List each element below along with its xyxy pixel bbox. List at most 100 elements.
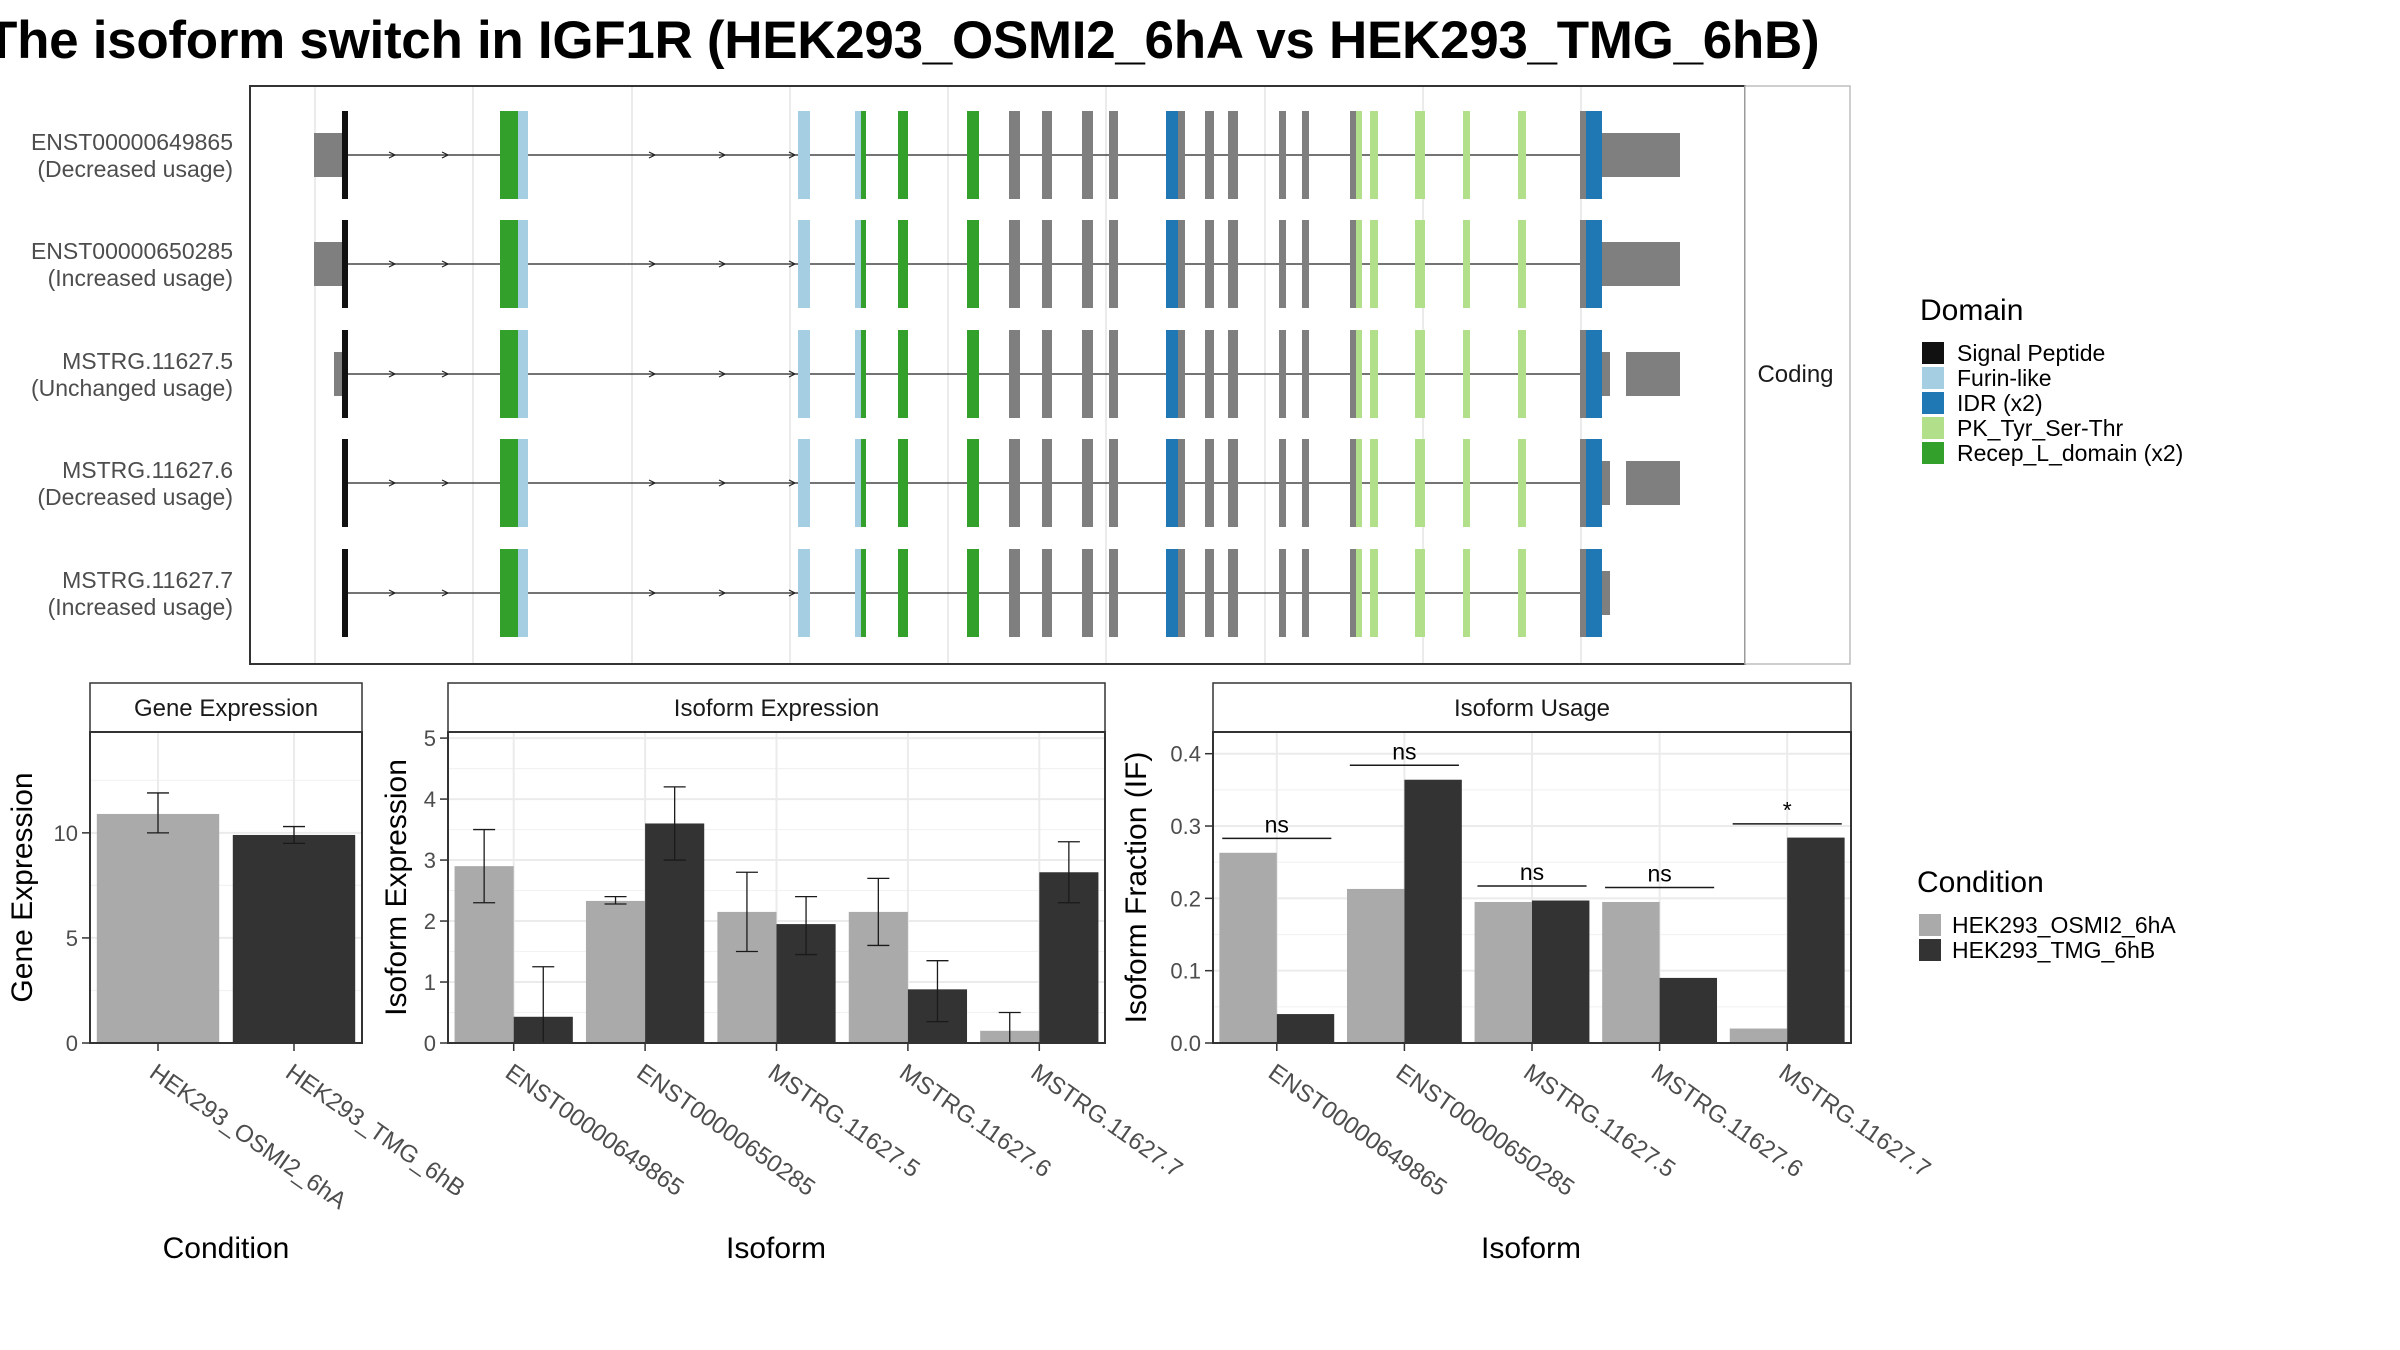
bar [585,900,646,1043]
panel-strip [89,682,363,733]
exon-block [1518,220,1526,308]
exon-block [1178,220,1185,308]
exon-block [1356,111,1362,199]
isoform-usage-label: (Unchanged usage) [31,375,233,401]
exon-block [898,330,908,418]
exon-block [1518,439,1526,527]
exon-block [1370,111,1378,199]
exon-block [1042,330,1052,418]
exon-block [855,111,861,199]
bar-panel: Isoform Expression012345ENST00000649865E… [380,682,1187,1265]
exon-block [798,220,810,308]
exon-block [1228,439,1238,527]
y-tick-label: 2 [424,909,436,934]
exon-block [1415,330,1425,418]
exon-block [500,330,518,418]
isoform-track: ENST00000649865(Decreased usage) [31,111,1680,199]
signal-peptide-exon [342,111,348,199]
bar [1276,1014,1335,1043]
y-tick-label: 3 [424,848,436,873]
panel-border [89,731,363,1044]
direction-arrow-icon [648,370,657,378]
domain-legend-title: Domain [1920,294,2023,327]
exon-block [1463,111,1470,199]
utr3-block [1602,242,1680,286]
exon-block [898,439,908,527]
direction-arrow-icon [648,260,657,268]
exon-block [1415,220,1425,308]
exon-block [518,330,528,418]
direction-arrow-icon [388,589,397,597]
exon-block [1580,549,1586,637]
exon-block [1205,549,1214,637]
exon-block [1350,330,1356,418]
direction-arrow-icon [648,479,657,487]
exon-block [1370,330,1378,418]
utr5-block [314,133,342,177]
exon-block [798,439,810,527]
domain-legend-item: Furin-like [1922,365,2052,391]
legend-key [1919,914,1941,936]
domain-legend-item: Recep_L_domain (x2) [1922,440,2183,466]
exon-block [898,549,908,637]
signal-peptide-exon [342,439,348,527]
exon-block [1166,549,1178,637]
exon-block [1580,439,1586,527]
condition-legend-item: HEK293_OSMI2_6hA [1919,912,2176,938]
exon-block [518,549,528,637]
y-tick-label: 0.0 [1170,1031,1201,1056]
legend-key [1922,367,1944,389]
signal-peptide-exon [342,220,348,308]
exon-block [855,220,861,308]
y-tick-label: 1 [424,970,436,995]
x-axis-title: Isoform [726,1232,826,1265]
y-tick-label: 0.1 [1170,959,1201,984]
y-tick-label: 5 [424,726,436,751]
exon-block [1178,549,1185,637]
isoform-track: MSTRG.11627.6(Decreased usage) [37,439,1680,527]
exon-block [1580,330,1586,418]
bar [1659,977,1718,1043]
exon-block [1350,549,1356,637]
exon-block [1356,220,1362,308]
bar [1729,1028,1788,1043]
legend-label: PK_Tyr_Ser-Thr [1957,415,2123,441]
exon-block [1302,549,1309,637]
y-tick-label: 0.4 [1170,742,1201,767]
bar [1346,888,1405,1043]
exon-block [1082,111,1093,199]
exon-block [861,220,866,308]
isoform-label: ENST00000650285 [31,238,233,264]
direction-arrow-icon [441,479,450,487]
exon-block [1370,439,1378,527]
direction-arrow-icon [441,589,450,597]
isoform-usage-label: (Increased usage) [48,594,233,620]
exon-block [1586,330,1594,418]
exon-block [1415,111,1425,199]
exon-block [855,439,861,527]
y-tick-label: 4 [424,787,436,812]
exon-block [518,439,528,527]
exon-block [898,111,908,199]
bar [1219,852,1277,1043]
exon-block [1228,549,1238,637]
exon-block [1042,439,1052,527]
exon-block [1279,549,1286,637]
domain-legend-item: PK_Tyr_Ser-Thr [1922,415,2123,441]
exon-block [1042,220,1052,308]
exon-block [1109,220,1118,308]
bar-panels: Gene Expression0510HEK293_OSMI2_6hAHEK29… [6,682,1935,1265]
main-title: The isoform switch in IGF1R (HEK293_OSMI… [0,10,1900,80]
exon-block [1415,439,1425,527]
exon-block [1302,330,1309,418]
utr3-block [1602,352,1610,396]
direction-arrow-icon [788,151,797,159]
exon-block [967,330,979,418]
isoform-usage-label: (Decreased usage) [37,156,233,182]
legend-label: Signal Peptide [1957,340,2105,366]
isoform-label: ENST00000649865 [31,129,233,155]
exon-block [1082,330,1093,418]
exon-block [855,330,861,418]
